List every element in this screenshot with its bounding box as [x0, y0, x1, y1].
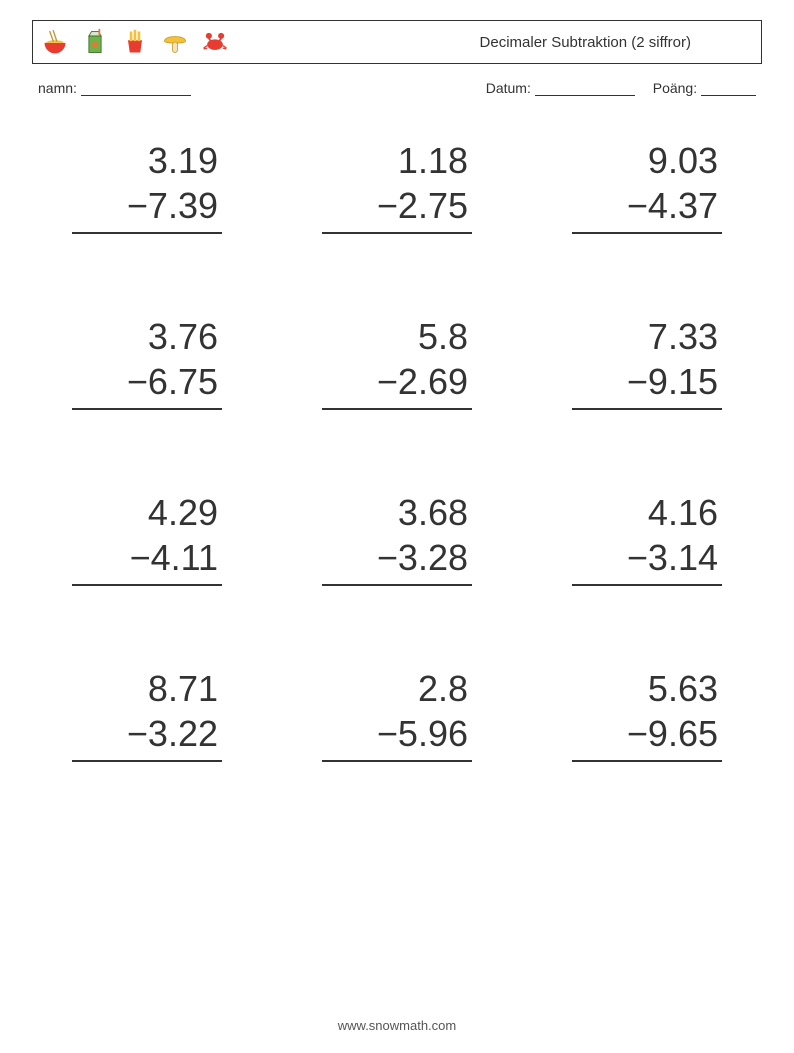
rule	[72, 584, 222, 586]
rule	[322, 232, 472, 234]
problem-2: 1.18−2.75	[322, 138, 472, 234]
subtrahend: −9.15	[627, 359, 722, 404]
problem-7: 4.29−4.11	[72, 490, 222, 586]
minuend: 4.29	[148, 490, 222, 535]
rule	[322, 584, 472, 586]
date-blank	[535, 81, 635, 96]
subtrahend: −3.22	[127, 711, 222, 756]
subtrahend: −4.37	[627, 183, 722, 228]
problem-5: 5.8−2.69	[322, 314, 472, 410]
minuend: 3.19	[148, 138, 222, 183]
crab-icon	[201, 28, 229, 56]
score-field: Poäng:	[653, 80, 756, 96]
minuend: 5.63	[648, 666, 722, 711]
problem-1: 3.19−7.39	[72, 138, 222, 234]
problems-grid: 3.19−7.391.18−2.759.03−4.373.76−6.755.8−…	[42, 138, 752, 762]
rule	[72, 232, 222, 234]
problem-8: 3.68−3.28	[322, 490, 472, 586]
rule	[572, 760, 722, 762]
rule	[72, 760, 222, 762]
header-icons	[41, 28, 229, 56]
rule	[572, 232, 722, 234]
name-label: namn:	[38, 80, 77, 96]
subtrahend: −2.69	[377, 359, 472, 404]
noodles-icon	[41, 28, 69, 56]
minuend: 7.33	[648, 314, 722, 359]
subtrahend: −7.39	[127, 183, 222, 228]
subtrahend: −9.65	[627, 711, 722, 756]
date-field: Datum:	[486, 80, 635, 96]
subtrahend: −2.75	[377, 183, 472, 228]
date-label: Datum:	[486, 80, 531, 96]
mushroom-icon	[161, 28, 189, 56]
problem-3: 9.03−4.37	[572, 138, 722, 234]
name-field: namn:	[38, 80, 191, 96]
subtrahend: −5.96	[377, 711, 472, 756]
minuend: 3.68	[398, 490, 472, 535]
minuend: 4.16	[648, 490, 722, 535]
minuend: 3.76	[148, 314, 222, 359]
problem-12: 5.63−9.65	[572, 666, 722, 762]
rule	[322, 760, 472, 762]
footer-url: www.snowmath.com	[0, 1018, 794, 1033]
rule	[572, 584, 722, 586]
score-label: Poäng:	[653, 80, 697, 96]
subtrahend: −4.11	[130, 535, 222, 580]
problem-11: 2.8−5.96	[322, 666, 472, 762]
juice-box-icon	[81, 28, 109, 56]
problem-6: 7.33−9.15	[572, 314, 722, 410]
rule	[322, 408, 472, 410]
name-blank	[81, 81, 191, 96]
score-blank	[701, 81, 756, 96]
fries-icon	[121, 28, 149, 56]
minuend: 8.71	[148, 666, 222, 711]
subtrahend: −3.28	[377, 535, 472, 580]
rule	[572, 408, 722, 410]
rule	[72, 408, 222, 410]
subtrahend: −6.75	[127, 359, 222, 404]
problem-9: 4.16−3.14	[572, 490, 722, 586]
meta-row: namn: Datum: Poäng:	[38, 80, 756, 96]
minuend: 5.8	[418, 314, 472, 359]
minuend: 1.18	[398, 138, 472, 183]
minuend: 2.8	[418, 666, 472, 711]
minuend: 9.03	[648, 138, 722, 183]
header-box: Decimaler Subtraktion (2 siffror)	[32, 20, 762, 64]
worksheet-title: Decimaler Subtraktion (2 siffror)	[480, 34, 751, 51]
subtrahend: −3.14	[627, 535, 722, 580]
problem-10: 8.71−3.22	[72, 666, 222, 762]
problem-4: 3.76−6.75	[72, 314, 222, 410]
